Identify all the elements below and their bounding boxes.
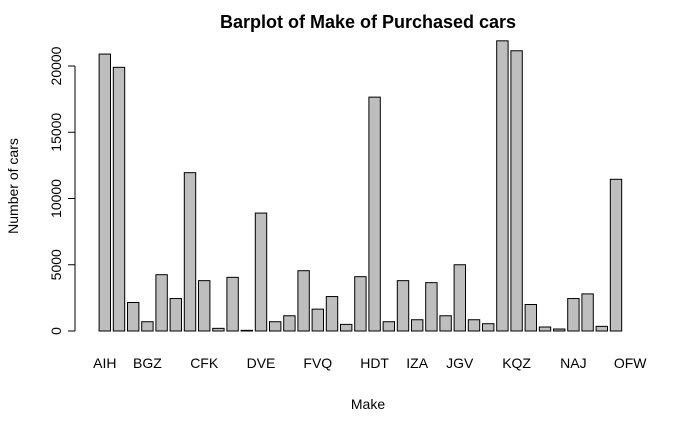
- bar-15: [311, 308, 325, 332]
- bar-12: [269, 321, 282, 332]
- chart-title: Barplot of Make of Purchased cars: [220, 12, 516, 32]
- bar-6: [183, 172, 197, 332]
- y-tick-label-1: 5000: [48, 249, 64, 280]
- bar-8: [212, 327, 225, 332]
- bar-25: [453, 264, 467, 332]
- bar-19: [368, 96, 381, 332]
- bar-9: [226, 276, 239, 332]
- x-tick-label-10: OFW: [614, 355, 647, 371]
- x-tick-label-7: JGV: [446, 355, 474, 371]
- x-tick-label-2: CFK: [190, 355, 219, 371]
- x-tick-label-9: NAJ: [560, 355, 586, 371]
- x-tick-label-1: BGZ: [133, 355, 162, 371]
- bar-35: [595, 325, 608, 332]
- bar-18: [354, 276, 367, 332]
- bar-33: [567, 298, 580, 332]
- bar-0: [98, 53, 111, 332]
- bar-23: [425, 282, 438, 332]
- bar-3: [141, 321, 154, 332]
- x-tick-label-4: FVQ: [303, 355, 332, 371]
- x-axis-label: Make: [351, 396, 385, 412]
- bar-29: [510, 50, 523, 332]
- x-tick-label-5: HDT: [360, 355, 389, 371]
- bar-21: [396, 280, 410, 332]
- bar-1: [112, 66, 126, 332]
- bar-16: [325, 296, 339, 332]
- bars-group: [98, 40, 623, 332]
- y-tick-label-0: 0: [48, 327, 64, 335]
- x-tick-label-6: IZA: [406, 355, 428, 371]
- bar-7: [198, 280, 211, 332]
- bar-34: [581, 293, 594, 332]
- bar-13: [283, 315, 296, 332]
- bar-31: [538, 326, 552, 332]
- bar-11: [254, 212, 268, 332]
- bar-30: [524, 304, 537, 332]
- y-tick-label-2: 10000: [48, 179, 64, 218]
- bar-36: [609, 178, 623, 332]
- bar-27: [482, 323, 495, 332]
- bar-28: [496, 40, 509, 332]
- bar-24: [439, 315, 452, 332]
- bar-10: [240, 329, 254, 332]
- bar-20: [382, 321, 396, 332]
- bar-14: [297, 270, 310, 332]
- bar-17: [340, 323, 353, 332]
- x-tick-label-0: AIH: [93, 355, 116, 371]
- y-tick-label-3: 15000: [48, 113, 64, 152]
- y-tick-label-4: 20000: [48, 46, 64, 85]
- bar-4: [155, 274, 168, 332]
- bar-22: [411, 319, 424, 332]
- y-axis: 0 5000 10000 15000 20000: [48, 46, 76, 335]
- x-tick-label-3: DVE: [247, 355, 276, 371]
- bar-32: [553, 328, 566, 332]
- bar-26: [467, 319, 481, 332]
- bar-2: [127, 302, 140, 332]
- bar-5: [169, 298, 183, 332]
- x-tick-labels: AIH BGZ CFK DVE FVQ HDT IZA JGV KQZ NAJ OFW: [93, 355, 647, 371]
- y-axis-label: Number of cars: [5, 138, 21, 234]
- x-tick-label-8: KQZ: [502, 355, 531, 371]
